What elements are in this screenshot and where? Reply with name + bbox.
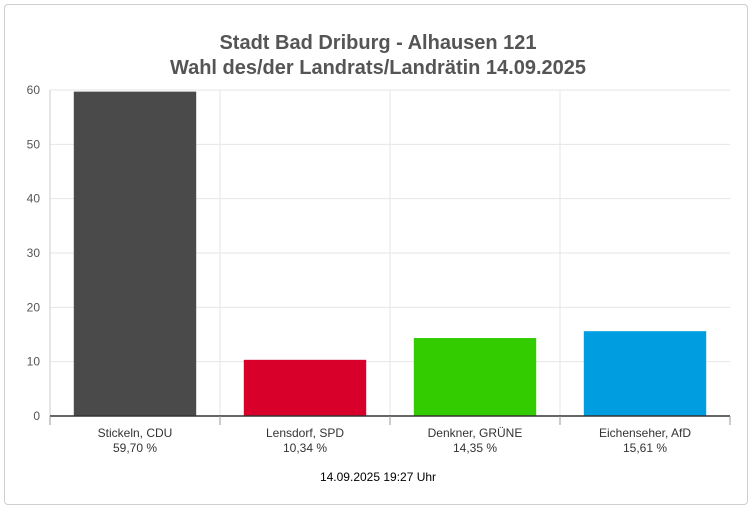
value-label: 14,35 % xyxy=(453,441,497,455)
category-label: Lensdorf, SPD xyxy=(266,426,344,440)
timestamp: 14.09.2025 19:27 Uhr xyxy=(319,470,437,484)
y-tick-label: 50 xyxy=(27,137,41,151)
bar xyxy=(413,338,537,416)
chart-subtitle: Wahl des/der Landrats/Landrätin 14.09.20… xyxy=(169,57,587,79)
y-tick-label: 30 xyxy=(27,246,41,260)
value-label: 59,70 % xyxy=(113,441,157,455)
category-label: Eichenseher, AfD xyxy=(599,426,691,440)
chart-title: Stadt Bad Driburg - Alhausen 121 xyxy=(219,32,537,54)
bar xyxy=(243,359,367,416)
category-label: Denkner, GRÜNE xyxy=(428,426,523,440)
y-tick-label: 20 xyxy=(27,300,41,314)
bar xyxy=(73,91,197,416)
bar xyxy=(583,331,707,416)
category-label: Stickeln, CDU xyxy=(98,426,173,440)
value-label: 10,34 % xyxy=(283,441,327,455)
y-tick-label: 40 xyxy=(27,192,41,206)
value-label: 15,61 % xyxy=(623,441,667,455)
y-tick-label: 0 xyxy=(33,409,40,423)
y-tick-label: 10 xyxy=(27,355,41,369)
y-tick-label: 60 xyxy=(27,83,41,97)
